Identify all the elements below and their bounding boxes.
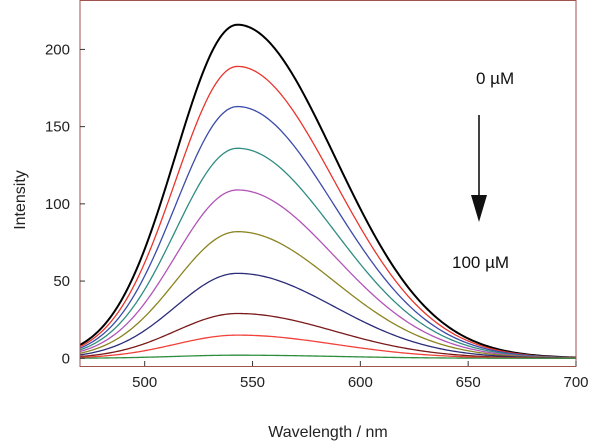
series-line-2: [79, 65, 577, 359]
series-line-3: [79, 105, 577, 359]
x-tick-label: 550: [240, 374, 265, 391]
series-line-4: [79, 147, 577, 359]
annotation-bottom-label: 100 µM: [452, 253, 509, 272]
series-line-1: [79, 23, 577, 359]
y-tick-label: 100: [45, 196, 70, 213]
series-line-5: [79, 189, 577, 359]
y-tick-label: 150: [45, 119, 70, 136]
plot-frame: [79, 0, 577, 367]
series-line-10: [79, 354, 576, 359]
x-tick-label: 650: [456, 374, 481, 391]
y-tick-label: 200: [45, 41, 70, 58]
series-line-8: [79, 312, 577, 359]
series-line-6: [79, 230, 577, 359]
y-tick-label: 50: [53, 273, 70, 290]
x-tick-label: 700: [563, 374, 588, 391]
y-axis-title: Intensity: [12, 170, 29, 230]
series-layer: [79, 23, 577, 359]
series-line-7: [79, 272, 577, 359]
down-arrow-icon: [471, 115, 487, 222]
x-axis-title: Wavelength / nm: [268, 424, 387, 441]
annotation-top-label: 0 µM: [476, 69, 514, 88]
y-tick-label: 0: [62, 350, 70, 367]
x-tick-label: 600: [348, 374, 373, 391]
axes-layer: 500 550 600 650 700 0 50 100 150 200: [45, 41, 589, 391]
x-tick-label: 500: [132, 374, 157, 391]
